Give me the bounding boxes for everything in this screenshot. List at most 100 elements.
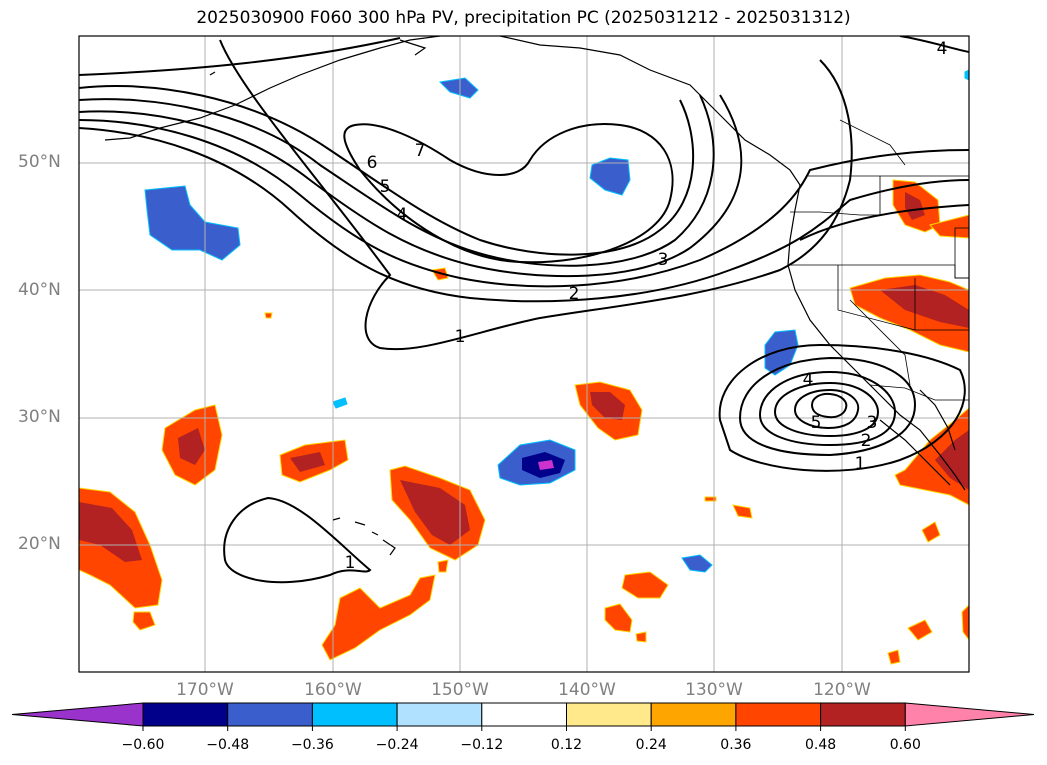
colorbar-segment xyxy=(650,702,737,727)
contour-label: 1 xyxy=(455,327,466,347)
precip-positive-areas xyxy=(79,179,969,665)
pv-contour-1-north xyxy=(79,37,401,76)
boundaries xyxy=(790,119,969,401)
contour-label: 1 xyxy=(855,454,866,474)
precip-area-west-small xyxy=(132,611,156,631)
precip-area-se-south xyxy=(907,619,933,641)
lon-label-130w: 130°W xyxy=(685,680,743,700)
colorbar-segment xyxy=(820,702,906,727)
lon-label-120w: 120°W xyxy=(813,680,871,700)
precip-area-se-tiny xyxy=(887,649,901,665)
pv-contour-labels: 7 6 5 4 3 2 1 4 5 3 2 1 1 4 xyxy=(345,39,948,573)
contour-label: 4 xyxy=(937,39,948,59)
contour-label: 4 xyxy=(397,205,408,225)
precip-area-se-small xyxy=(921,521,941,543)
contour-label: 6 xyxy=(367,153,378,173)
colorbar-tick-label: 0.24 xyxy=(635,737,667,753)
precip-neg-area-tiny-2 xyxy=(964,69,969,81)
pv-contour-south xyxy=(223,496,372,584)
contour-label: 2 xyxy=(861,431,872,451)
colorbar-extend-min xyxy=(11,702,144,727)
lat-label-50n: 50°N xyxy=(18,152,61,172)
pv-contour-7 xyxy=(343,123,674,264)
precip-area-west-core xyxy=(79,502,142,562)
colorbar-segment xyxy=(481,702,567,727)
colorbar-segment xyxy=(142,702,229,727)
colorbar-extend-max xyxy=(904,702,1035,727)
coastlines xyxy=(104,36,966,556)
map-title: 2025030900 F060 300 hPa PV, precipitatio… xyxy=(196,8,851,28)
precip-area-mexico-core xyxy=(935,430,969,490)
contour-label: 1 xyxy=(345,553,356,573)
contour-label: 5 xyxy=(380,177,391,197)
colorbar-segment xyxy=(396,702,483,727)
precip-neg-area-west xyxy=(144,185,241,261)
contour-label: 4 xyxy=(803,370,814,390)
precip-area-tiny-2 xyxy=(264,312,273,319)
colorbar-tick-label: −0.24 xyxy=(375,737,419,753)
lat-label-30n: 30°N xyxy=(18,407,61,427)
precip-neg-area-tiny xyxy=(332,397,348,409)
precip-neg-area-central-north xyxy=(589,157,631,196)
pv-contour-1-east xyxy=(799,204,969,241)
precip-area-135w-south xyxy=(621,571,669,599)
precip-area-ne-east xyxy=(929,214,969,239)
lon-label-140w: 140°W xyxy=(558,680,616,700)
contour-label: 5 xyxy=(811,413,822,433)
precip-area-140w-core xyxy=(590,392,625,420)
precip-area-155w-core xyxy=(290,452,325,472)
colorbar-tick-label: 0.48 xyxy=(805,737,837,753)
coastline-alaska xyxy=(104,36,441,141)
precip-area-sw-us-core xyxy=(880,285,969,328)
lon-label-160w: 160°W xyxy=(304,680,362,700)
pv-contour-low-5 xyxy=(793,388,860,430)
colorbar-segment xyxy=(735,702,822,727)
colorbar-segment xyxy=(227,702,313,727)
colorbar-tick-label: −0.36 xyxy=(290,737,334,753)
colorbar-tick-label: 0.36 xyxy=(720,737,752,753)
pv-contour-5 xyxy=(79,94,715,267)
precip-area-155w-south xyxy=(321,574,436,661)
pv-contour-1 xyxy=(219,39,853,351)
precip-neg-area-north xyxy=(438,77,479,99)
contour-label: 3 xyxy=(867,413,878,433)
contour-label: 7 xyxy=(415,141,426,161)
colorbar-tick-label: 0.12 xyxy=(550,737,583,753)
pv-contour-low-6 xyxy=(810,392,848,419)
pv-contour-low-3 xyxy=(758,370,897,447)
precip-area-150w-core xyxy=(400,480,470,545)
pv-contour-low-2 xyxy=(738,356,917,457)
pv-contour-6 xyxy=(79,85,695,256)
lat-label-20n: 20°N xyxy=(18,534,61,554)
contour-label: 3 xyxy=(658,250,669,270)
pv-contour-low-4 xyxy=(773,381,880,438)
precip-area-ne-core xyxy=(905,192,925,220)
colorbar xyxy=(11,702,1035,731)
lon-label-170w: 170°W xyxy=(176,680,234,700)
colorbar-tick-label: −0.12 xyxy=(460,737,504,753)
pv-contour-3 xyxy=(79,119,969,288)
precip-area-east-edge xyxy=(961,604,969,641)
colorbar-segment xyxy=(311,702,398,727)
contour-label: 2 xyxy=(569,284,580,304)
colorbar-tick-label: 0.60 xyxy=(889,737,921,753)
colorbar-segment xyxy=(566,702,652,727)
precip-area-mexico xyxy=(894,407,969,506)
map-panel: 7 6 5 4 3 2 1 4 5 3 2 1 1 4 xyxy=(79,36,969,672)
pv-contour-ne xyxy=(899,36,969,53)
colorbar-tick-label: −0.60 xyxy=(121,737,165,753)
lon-label-150w: 150°W xyxy=(431,680,489,700)
precip-area-165w-core xyxy=(178,428,205,465)
map-frame xyxy=(78,35,970,673)
precip-area-tiny-5 xyxy=(704,496,717,502)
lat-label-40n: 40°N xyxy=(18,280,61,300)
precip-neg-area-south xyxy=(681,554,713,573)
pv-contour-low-1 xyxy=(718,343,966,472)
precip-area-tiny-4 xyxy=(635,631,647,643)
precip-area-138w-south xyxy=(604,603,633,633)
precip-neg-area-central-peak xyxy=(538,460,554,470)
precip-negative-areas xyxy=(144,69,969,573)
precip-area-tiny-3 xyxy=(437,559,449,573)
colorbar-tick-label: −0.48 xyxy=(206,737,250,753)
